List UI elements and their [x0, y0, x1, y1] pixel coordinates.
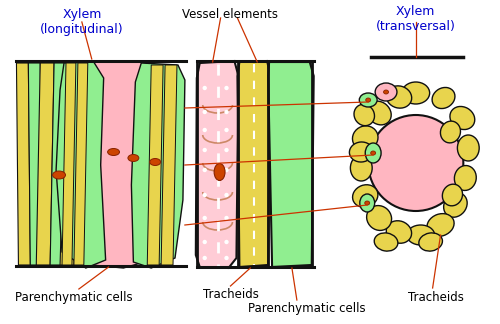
Circle shape	[202, 86, 207, 90]
Circle shape	[224, 148, 228, 152]
Ellipse shape	[350, 155, 372, 181]
Text: Xylem
(longitudinal): Xylem (longitudinal)	[40, 8, 123, 36]
Circle shape	[224, 193, 228, 197]
Circle shape	[224, 86, 228, 90]
Ellipse shape	[454, 166, 476, 191]
Ellipse shape	[360, 93, 377, 107]
Circle shape	[224, 240, 228, 244]
Ellipse shape	[407, 225, 434, 245]
Text: Tracheids: Tracheids	[408, 291, 464, 304]
Polygon shape	[56, 62, 106, 268]
Text: Xylem
(transversal): Xylem (transversal)	[376, 5, 456, 33]
Ellipse shape	[350, 142, 373, 162]
Ellipse shape	[108, 148, 120, 156]
Circle shape	[202, 168, 207, 172]
Ellipse shape	[366, 98, 370, 102]
Ellipse shape	[366, 205, 392, 230]
Ellipse shape	[365, 143, 381, 163]
Polygon shape	[132, 63, 185, 268]
Ellipse shape	[52, 171, 66, 179]
Ellipse shape	[367, 101, 391, 125]
Ellipse shape	[384, 90, 388, 94]
Ellipse shape	[352, 126, 378, 150]
Circle shape	[202, 240, 207, 244]
Text: Tracheids: Tracheids	[202, 288, 258, 301]
Ellipse shape	[419, 233, 442, 251]
Polygon shape	[60, 63, 80, 265]
Ellipse shape	[386, 221, 411, 243]
Polygon shape	[238, 61, 270, 267]
Text: Parenchymatic cells: Parenchymatic cells	[15, 291, 132, 304]
Polygon shape	[16, 63, 30, 265]
Circle shape	[202, 110, 207, 114]
Circle shape	[368, 115, 464, 211]
Circle shape	[224, 128, 228, 132]
Ellipse shape	[402, 82, 429, 104]
Polygon shape	[28, 63, 42, 265]
Circle shape	[202, 148, 207, 152]
Circle shape	[224, 168, 228, 172]
Text: Parenchymatic cells: Parenchymatic cells	[248, 302, 366, 315]
Text: Vessel elements: Vessel elements	[182, 8, 278, 21]
Ellipse shape	[375, 83, 397, 101]
Circle shape	[202, 128, 207, 132]
Ellipse shape	[214, 164, 225, 180]
Circle shape	[202, 256, 207, 260]
Ellipse shape	[432, 87, 455, 109]
Circle shape	[224, 216, 228, 220]
Ellipse shape	[458, 135, 479, 161]
Polygon shape	[50, 63, 66, 265]
Ellipse shape	[128, 155, 139, 161]
Ellipse shape	[364, 201, 370, 205]
Ellipse shape	[360, 194, 374, 212]
Polygon shape	[69, 62, 165, 268]
Ellipse shape	[150, 158, 160, 166]
Ellipse shape	[386, 86, 411, 108]
Ellipse shape	[352, 185, 378, 207]
Polygon shape	[161, 65, 177, 265]
Ellipse shape	[354, 104, 374, 126]
Ellipse shape	[442, 184, 462, 206]
Ellipse shape	[427, 214, 454, 237]
Polygon shape	[147, 65, 163, 265]
Polygon shape	[196, 61, 238, 268]
Polygon shape	[74, 63, 88, 265]
Circle shape	[202, 216, 207, 220]
Circle shape	[224, 110, 228, 114]
Polygon shape	[36, 63, 54, 265]
Circle shape	[224, 256, 228, 260]
Polygon shape	[62, 63, 76, 265]
Ellipse shape	[370, 151, 376, 155]
Circle shape	[202, 193, 207, 197]
Ellipse shape	[374, 233, 398, 251]
Ellipse shape	[444, 193, 467, 217]
Ellipse shape	[450, 107, 475, 130]
Ellipse shape	[440, 121, 460, 143]
Polygon shape	[268, 62, 314, 267]
